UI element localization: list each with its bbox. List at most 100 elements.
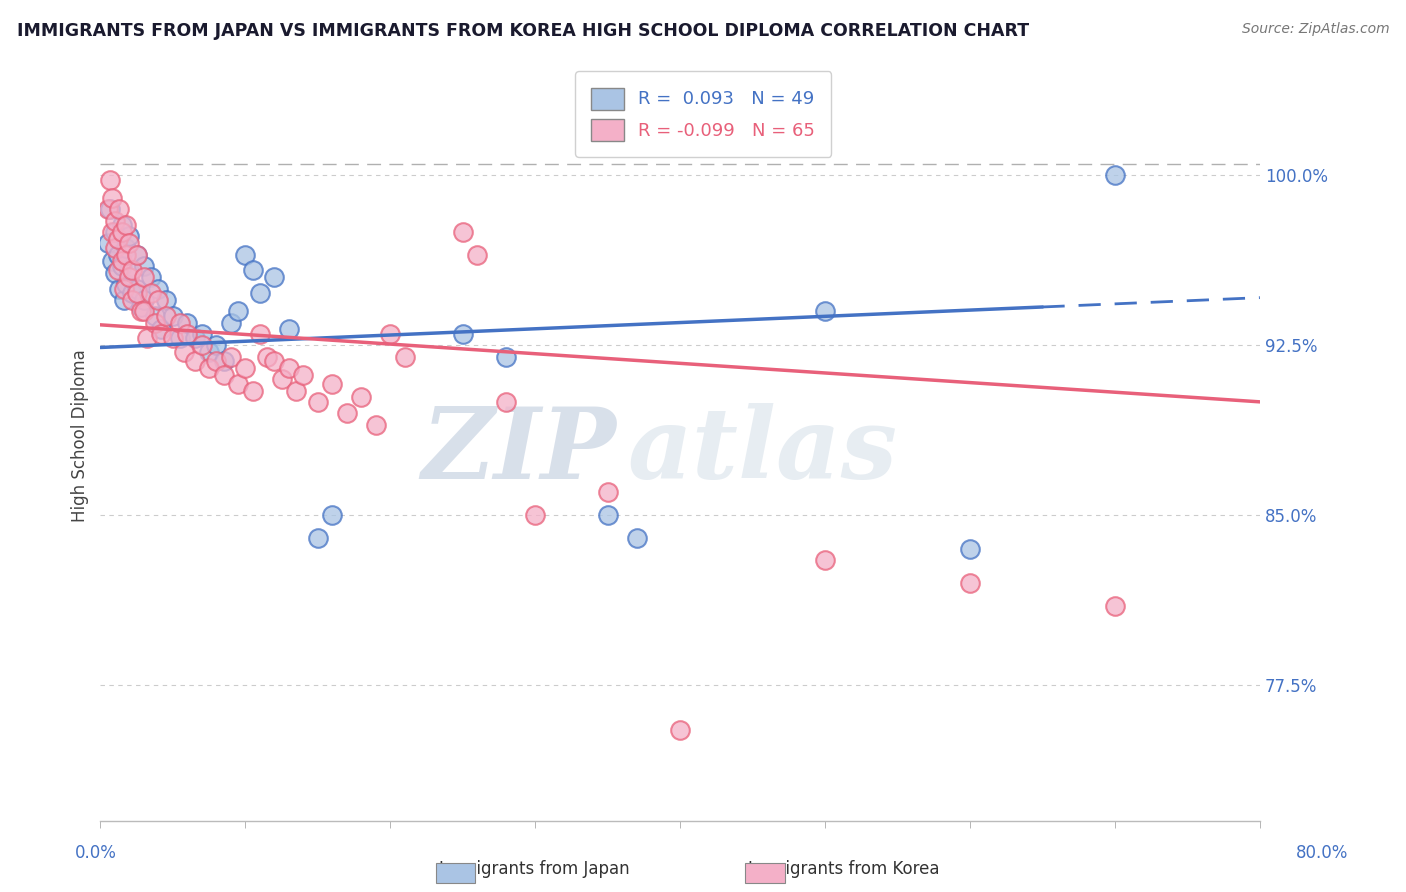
Point <box>139 270 162 285</box>
Text: 80.0%: 80.0% <box>1295 844 1348 862</box>
Point <box>148 282 170 296</box>
Point <box>118 263 141 277</box>
Point <box>104 241 127 255</box>
Point <box>139 286 162 301</box>
Point <box>336 406 359 420</box>
Point <box>145 309 167 323</box>
Point <box>132 293 155 307</box>
Point <box>350 390 373 404</box>
Point <box>100 202 122 217</box>
Text: IMMIGRANTS FROM JAPAN VS IMMIGRANTS FROM KOREA HIGH SCHOOL DIPLOMA CORRELATION C: IMMIGRANTS FROM JAPAN VS IMMIGRANTS FROM… <box>17 22 1029 40</box>
Point <box>97 236 120 251</box>
Point <box>669 723 692 738</box>
Point <box>155 309 177 323</box>
Point <box>176 326 198 341</box>
Point <box>125 286 148 301</box>
Point <box>249 326 271 341</box>
Point <box>150 326 173 341</box>
Point <box>451 326 474 341</box>
Point <box>1104 599 1126 613</box>
Point <box>321 508 343 523</box>
Text: Immigrants from Korea: Immigrants from Korea <box>748 860 939 878</box>
Point <box>132 304 155 318</box>
Point <box>173 345 195 359</box>
Point <box>132 270 155 285</box>
Point <box>107 232 129 246</box>
Point <box>263 354 285 368</box>
Point <box>115 241 138 255</box>
Point <box>129 304 152 318</box>
Point <box>959 576 981 591</box>
Point <box>111 225 134 239</box>
Point <box>121 263 143 277</box>
Point <box>814 553 837 567</box>
Point <box>115 247 138 261</box>
Point <box>121 286 143 301</box>
Point <box>118 229 141 244</box>
Point <box>233 360 256 375</box>
Point <box>465 247 488 261</box>
Point <box>242 263 264 277</box>
Point <box>104 225 127 239</box>
Point <box>125 282 148 296</box>
Point <box>148 293 170 307</box>
Point <box>495 395 517 409</box>
Point <box>205 338 228 352</box>
Point <box>1104 169 1126 183</box>
Point <box>118 270 141 285</box>
Point <box>101 225 124 239</box>
Point <box>176 316 198 330</box>
Point <box>256 350 278 364</box>
Text: Immigrants from Japan: Immigrants from Japan <box>439 860 630 878</box>
Point <box>107 247 129 261</box>
Point <box>198 360 221 375</box>
Point <box>125 247 148 261</box>
Text: atlas: atlas <box>628 403 898 500</box>
Point <box>205 354 228 368</box>
Point <box>451 225 474 239</box>
Point <box>219 350 242 364</box>
Point <box>112 293 135 307</box>
Text: Source: ZipAtlas.com: Source: ZipAtlas.com <box>1241 22 1389 37</box>
Point <box>263 270 285 285</box>
Point <box>226 304 249 318</box>
Point <box>111 254 134 268</box>
Point <box>169 316 191 330</box>
Point <box>104 213 127 227</box>
Point <box>191 338 214 352</box>
Point <box>596 508 619 523</box>
Point <box>129 300 152 314</box>
Point <box>307 531 329 545</box>
Point <box>277 322 299 336</box>
Point <box>226 376 249 391</box>
Point <box>145 316 167 330</box>
Point <box>132 259 155 273</box>
Point <box>111 259 134 273</box>
Point <box>191 326 214 341</box>
Point <box>108 282 131 296</box>
Point <box>169 331 191 345</box>
Y-axis label: High School Diploma: High School Diploma <box>72 350 89 522</box>
Point <box>307 395 329 409</box>
Point <box>596 485 619 500</box>
Point <box>97 202 120 217</box>
Point <box>162 331 184 345</box>
Point <box>162 309 184 323</box>
Point <box>394 350 416 364</box>
Text: ZIP: ZIP <box>422 403 616 500</box>
Point <box>107 263 129 277</box>
Point <box>285 384 308 398</box>
Legend: R =  0.093   N = 49, R = -0.099   N = 65: R = 0.093 N = 49, R = -0.099 N = 65 <box>575 71 831 157</box>
Point <box>183 331 205 345</box>
Point <box>101 191 124 205</box>
Point <box>115 218 138 232</box>
Point <box>219 316 242 330</box>
Point <box>135 331 157 345</box>
Point <box>321 376 343 391</box>
Point <box>121 293 143 307</box>
Point <box>233 247 256 261</box>
Point <box>100 173 122 187</box>
Point <box>212 368 235 382</box>
Point <box>118 236 141 251</box>
Point <box>150 322 173 336</box>
